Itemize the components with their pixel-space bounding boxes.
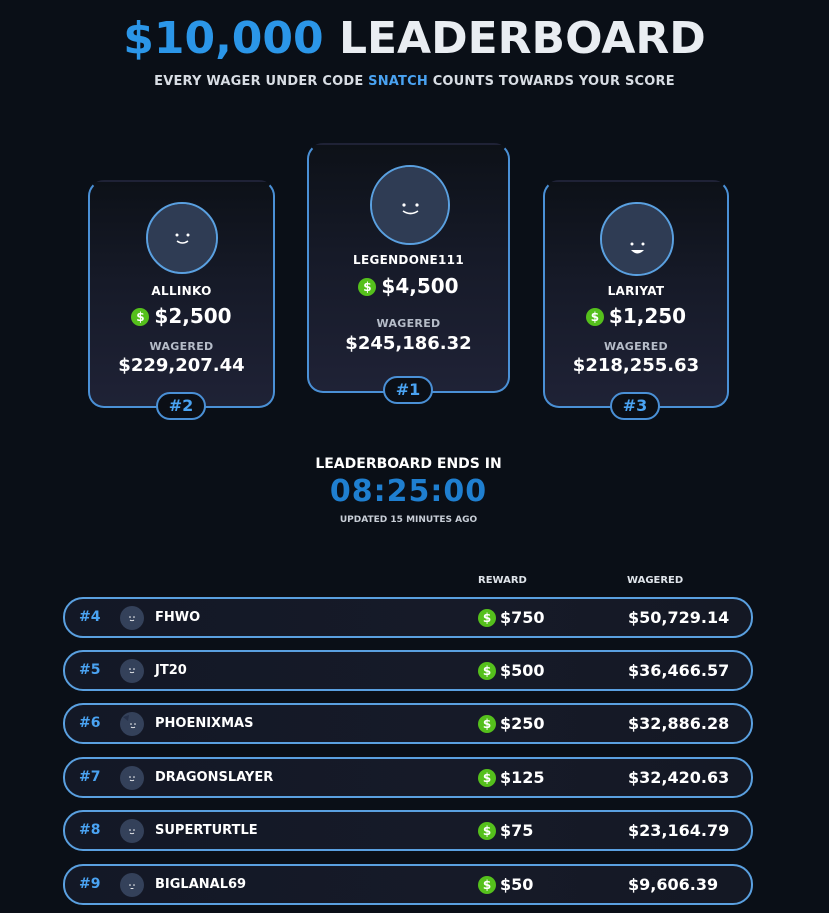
wager-value: $218,255.63 [572, 355, 700, 376]
wager-label: WAGERED [604, 340, 668, 353]
row-reward: $ $750 [478, 608, 545, 627]
row-rank: #7 [79, 769, 101, 785]
page-title: $10,000 LEADERBOARD [0, 12, 829, 66]
smiley-avatar-icon [120, 819, 144, 843]
dollar-coin-icon: $ [478, 822, 496, 840]
subtitle-pre: EVERY WAGER UNDER CODE [154, 74, 364, 89]
row-wagered: $32,886.28 [628, 714, 730, 733]
podium-card-first: LEGENDONE111 $ $4,500 WAGERED $245,186.32 [307, 143, 510, 393]
row-player-name: BIGLANAL69 [155, 877, 247, 892]
updated-text: UPDATED 15 MINUTES AGO [339, 515, 478, 525]
rank-badge-second: #2 [156, 392, 206, 420]
row-player-name: PHOENIXMAS [155, 716, 254, 731]
wager-value: $229,207.44 [118, 355, 245, 376]
player-name: LARIYAT [607, 284, 665, 298]
row-rank: #5 [79, 662, 101, 678]
table-row: #4 FHWO $ $750 $50,729.14 [63, 597, 753, 638]
rank-badge-third: #3 [610, 392, 660, 420]
smiley-avatar-icon [146, 202, 218, 274]
podium-card-second: ALLINKO $ $2,500 WAGERED $229,207.44 [88, 180, 275, 408]
row-wagered: $50,729.14 [628, 608, 730, 627]
row-rank: #4 [79, 609, 101, 625]
smiley-avatar-icon [120, 606, 144, 630]
subtitle-post: COUNTS TOWARDS YOUR SCORE [432, 74, 675, 89]
row-player-name: FHWO [155, 610, 201, 625]
row-wagered: $36,466.57 [628, 661, 730, 680]
row-reward: $ $125 [478, 768, 545, 787]
row-reward: $ $50 [478, 875, 533, 894]
prize-pool-amount: $10,000 [123, 13, 324, 64]
smiley-avatar-icon [120, 659, 144, 683]
smiley-avatar-icon [370, 165, 450, 245]
row-player-name: SUPERTURTLE [155, 823, 258, 838]
dollar-coin-icon: $ [478, 769, 496, 787]
wager-label: WAGERED [376, 317, 441, 330]
column-header-wagered: WAGERED [627, 575, 684, 586]
row-wagered: $9,606.39 [628, 875, 719, 894]
dollar-coin-icon: $ [478, 609, 496, 627]
podium-card-third: LARIYAT $ $1,250 WAGERED $218,255.63 [543, 180, 729, 408]
row-player-name: JT20 [155, 663, 187, 678]
countdown-label: LEADERBOARD ENDS IN [315, 456, 502, 472]
row-player-name: DRAGONSLAYER [155, 770, 274, 785]
player-name: ALLINKO [151, 284, 212, 298]
prize-amount: $ $4,500 [309, 274, 508, 298]
row-reward: $ $500 [478, 661, 545, 680]
player-name: LEGENDONE111 [353, 253, 464, 267]
table-row: #7 DRAGONSLAYER $ $125 $32,420.63 [63, 757, 753, 798]
dollar-coin-icon: $ [478, 662, 496, 680]
row-rank: #8 [79, 822, 101, 838]
smiley-avatar-icon [120, 712, 144, 736]
table-row: #8 SUPERTURTLE $ $75 $23,164.79 [63, 810, 753, 851]
dollar-coin-icon: $ [131, 308, 150, 326]
smiley-avatar-icon [600, 202, 674, 276]
dollar-coin-icon: $ [358, 278, 377, 296]
promo-code[interactable]: SNATCH [368, 74, 428, 89]
countdown-timer: 08:25:00 [329, 474, 488, 509]
dollar-coin-icon: $ [478, 876, 496, 894]
row-reward: $ $75 [478, 821, 533, 840]
prize-amount: $ $2,500 [90, 304, 273, 328]
table-row: #9 BIGLANAL69 $ $50 $9,606.39 [63, 864, 753, 905]
page-subtitle: EVERY WAGER UNDER CODE SNATCH COUNTS TOW… [0, 74, 829, 89]
row-rank: #6 [79, 715, 101, 731]
dollar-coin-icon: $ [478, 715, 496, 733]
wager-label: WAGERED [149, 340, 214, 353]
prize-amount: $ $1,250 [545, 304, 727, 328]
row-wagered: $23,164.79 [628, 821, 730, 840]
table-row: #6 PHOENIXMAS $ $250 $32,886.28 [63, 703, 753, 744]
column-header-reward: REWARD [478, 575, 527, 586]
dollar-coin-icon: $ [585, 308, 604, 326]
smiley-avatar-icon [120, 766, 144, 790]
table-row: #5 JT20 $ $500 $36,466.57 [63, 650, 753, 691]
smiley-avatar-icon [120, 873, 144, 897]
rank-badge-first: #1 [383, 376, 433, 404]
title-word: LEADERBOARD [338, 13, 706, 64]
row-rank: #9 [79, 876, 101, 892]
wager-value: $245,186.32 [345, 333, 472, 354]
row-reward: $ $250 [478, 714, 545, 733]
row-wagered: $32,420.63 [628, 768, 730, 787]
